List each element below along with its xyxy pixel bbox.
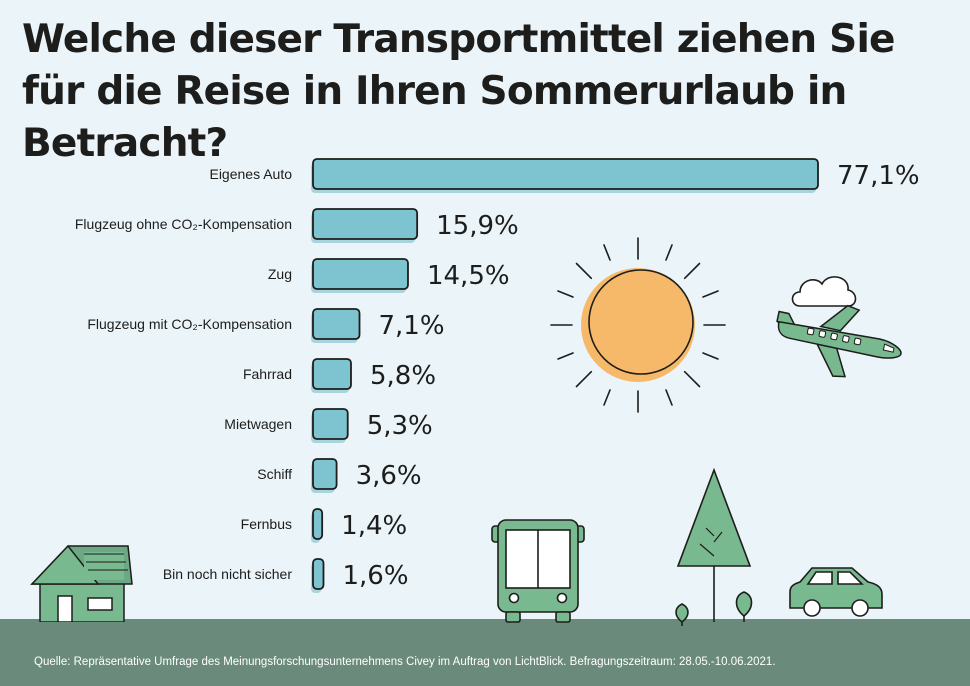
ground-strip [0,619,970,686]
bar [312,158,819,190]
category-label: Flugzeug ohne CO₂-Kompensation [75,216,292,232]
value-label: 1,4% [341,511,407,541]
tree-icon [675,467,753,626]
category-label: Flugzeug mit CO₂-Kompensation [87,316,292,332]
value-label: 14,5% [427,261,510,291]
car-icon [789,567,883,617]
bar [312,208,419,240]
value-label: 15,9% [436,211,519,241]
category-label: Fernbus [241,516,292,532]
value-label: 5,3% [367,411,433,441]
house-icon [30,544,133,622]
value-label: 5,8% [370,361,436,391]
bar [312,258,409,290]
airplane-icon [776,304,902,378]
sun-icon [550,237,726,413]
bar [312,508,324,540]
chart-title: Welche dieser Transportmittel ziehen Sie… [22,17,895,166]
category-label: Schiff [257,466,292,482]
category-label: Mietwagen [224,416,292,432]
source-note: Quelle: Repräsentative Umfrage des Meinu… [34,656,776,668]
category-label: Zug [268,266,292,282]
value-label: 77,1% [837,161,920,191]
category-label: Bin noch nicht sicher [163,566,293,582]
value-label: 3,6% [356,461,422,491]
cloud-icon [791,276,857,307]
bar [312,408,349,440]
bar [312,308,361,340]
category-label: Eigenes Auto [209,166,292,182]
category-label: Fahrrad [243,366,292,382]
bar [312,458,338,490]
bar [312,358,352,390]
value-label: 7,1% [379,311,445,341]
bus-icon [491,519,585,623]
bar [312,558,325,590]
value-label: 1,6% [342,561,408,591]
